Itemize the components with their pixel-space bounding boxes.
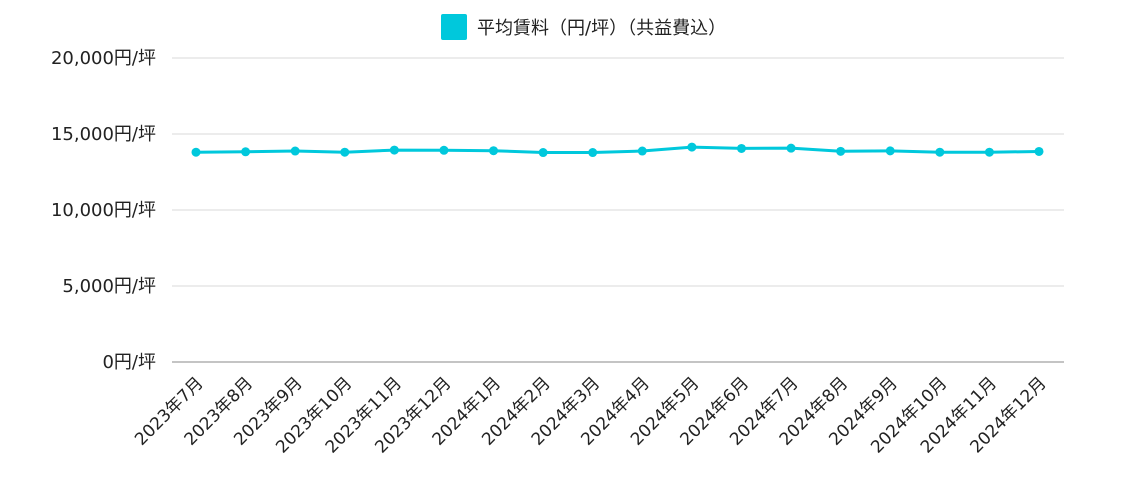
legend[interactable]: 平均賃料（円/坪）（共益費込） — [441, 14, 726, 40]
y-tick-label: 10,000円/坪 — [51, 200, 156, 221]
data-point[interactable] — [736, 143, 746, 153]
data-point[interactable] — [241, 147, 251, 157]
data-point[interactable] — [885, 146, 895, 156]
data-point[interactable] — [687, 142, 697, 152]
grid-lines — [172, 57, 1064, 363]
data-point[interactable] — [340, 147, 350, 157]
x-axis-ticks: 2023年7月2023年8月2023年9月2023年10月2023年11月202… — [131, 373, 1050, 457]
data-point[interactable] — [836, 146, 846, 156]
y-tick-label: 20,000円/坪 — [51, 48, 156, 69]
data-point[interactable] — [439, 145, 449, 155]
data-point[interactable] — [290, 146, 300, 156]
data-point[interactable] — [191, 147, 201, 157]
y-axis-ticks: 0円/坪 5,000円/坪 10,000円/坪 15,000円/坪 20,000円/坪 — [51, 48, 156, 373]
y-tick-label: 5,000円/坪 — [62, 276, 156, 297]
data-point[interactable] — [489, 146, 499, 156]
data-point[interactable] — [637, 146, 647, 156]
data-point[interactable] — [984, 147, 994, 157]
y-tick-label: 0円/坪 — [102, 352, 156, 373]
series-line — [191, 142, 1044, 158]
data-point[interactable] — [935, 147, 945, 157]
legend-label: 平均賃料（円/坪）（共益費込） — [477, 18, 726, 39]
data-point[interactable] — [538, 148, 548, 158]
y-tick-label: 15,000円/坪 — [51, 124, 156, 145]
data-point[interactable] — [588, 148, 598, 158]
legend-swatch — [441, 14, 467, 40]
series-polyline — [195, 145, 1040, 154]
data-point[interactable] — [389, 145, 399, 155]
data-point[interactable] — [786, 143, 796, 153]
data-point[interactable] — [1034, 146, 1044, 156]
